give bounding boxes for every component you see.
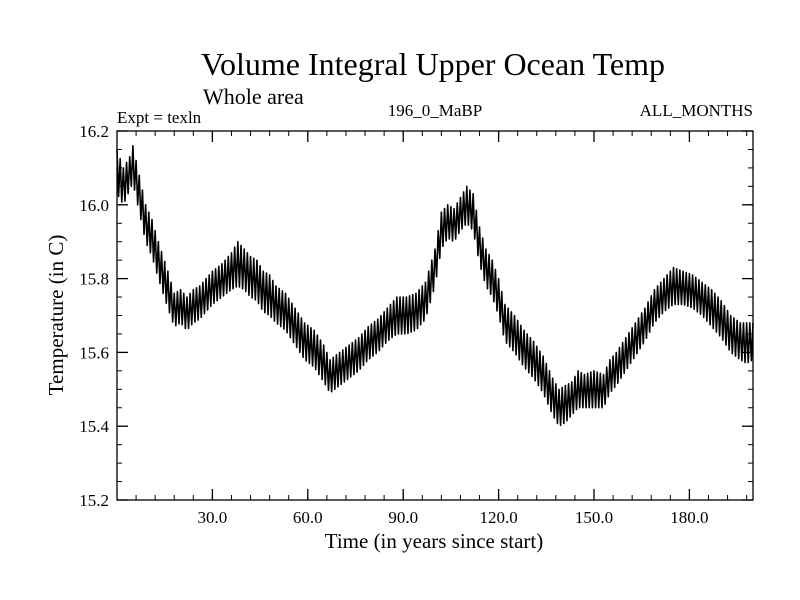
x-axis-label: Time (in years since start) xyxy=(325,529,544,553)
x-tick-label: 30.0 xyxy=(198,508,228,527)
y-axis-label: Temperature (in C) xyxy=(44,235,68,396)
x-tick-label: 180.0 xyxy=(670,508,708,527)
y-tick-label: 15.2 xyxy=(79,491,109,510)
y-tick-label: 16.2 xyxy=(79,122,109,141)
y-tick-label: 16.0 xyxy=(79,196,109,215)
x-tick-label: 120.0 xyxy=(479,508,517,527)
chart-title: Volume Integral Upper Ocean Temp xyxy=(201,46,665,82)
plot-area: 15.2 15.4 15.6 15.8 16.0 16.2 30.0 60.0 90.0 120.… xyxy=(79,122,754,527)
run-label: 196_0_MaBP xyxy=(388,101,482,120)
y-tick-label: 15.8 xyxy=(79,270,109,289)
experiment-label: Expt = texln xyxy=(117,108,202,127)
x-tick-label: 90.0 xyxy=(388,508,418,527)
y-tick-label: 15.4 xyxy=(79,417,109,436)
x-tick-label: 150.0 xyxy=(575,508,613,527)
series-line xyxy=(116,144,754,427)
chart-subtitle: Whole area xyxy=(203,84,304,109)
x-tick-label: 60.0 xyxy=(293,508,323,527)
months-label: ALL_MONTHS xyxy=(640,101,753,120)
y-tick-label: 15.6 xyxy=(79,343,109,362)
plot-frame xyxy=(116,130,754,501)
